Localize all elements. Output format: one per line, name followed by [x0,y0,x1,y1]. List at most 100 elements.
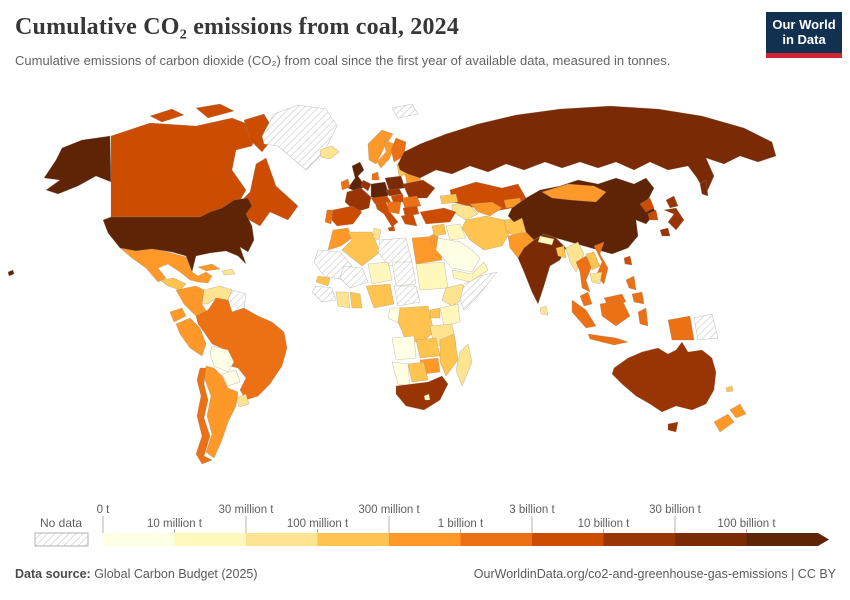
country-cuba[interactable] [197,263,221,272]
legend-bin-swatch[interactable] [103,533,175,546]
country-benelux[interactable] [360,179,372,192]
country-china[interactable] [507,177,657,255]
legend-bin-swatch[interactable] [532,533,604,546]
country-new-zealand-south[interactable] [713,413,735,433]
country-paraguay[interactable] [221,369,241,387]
country-italy-sicily[interactable] [387,225,396,232]
country-zambia[interactable] [415,337,441,359]
country-usa-alaska[interactable] [43,135,112,195]
country-poland[interactable] [384,175,406,191]
country-niger[interactable] [367,261,393,285]
country-argentina[interactable] [204,365,239,459]
country-japan-honshu[interactable] [663,207,685,231]
country-iraq[interactable] [445,223,467,241]
country-india[interactable] [517,233,567,305]
country-colombia[interactable] [175,285,209,317]
country-australia[interactable] [611,341,717,413]
country-canada-arctic[interactable] [195,103,235,119]
country-philippines[interactable] [625,275,637,291]
country-malaysia[interactable] [579,291,593,307]
country-angola[interactable] [391,335,417,361]
country-israel[interactable] [429,233,436,243]
country-usa-hawaii[interactable] [7,269,15,277]
country-cambodia[interactable] [589,271,603,285]
country-svalbard[interactable] [391,103,419,119]
country-ivory-coast[interactable] [335,291,351,309]
country-south-korea[interactable] [647,209,659,221]
country-yemen-oman[interactable] [451,261,489,283]
country-egypt[interactable] [411,235,443,265]
country-peru[interactable] [175,317,207,357]
country-greece[interactable] [400,213,418,227]
country-taiwan[interactable] [623,255,633,266]
country-mali[interactable] [339,265,369,289]
country-greenland[interactable] [261,104,338,171]
country-russia-sakhalin[interactable] [699,179,709,197]
country-japan-kyushu[interactable] [659,227,671,237]
country-iran[interactable] [461,215,511,251]
country-brazil[interactable] [195,297,288,401]
legend-bin-swatch[interactable] [317,533,390,546]
country-new-zealand-north[interactable] [729,403,747,419]
country-mongolia[interactable] [541,183,607,203]
country-denmark[interactable] [371,171,380,181]
country-algeria[interactable] [341,231,381,267]
country-turkey[interactable] [419,207,457,225]
country-nigeria[interactable] [365,283,395,309]
country-uruguay[interactable] [235,393,250,408]
owid-logo[interactable]: Our World in Data [766,12,842,58]
country-balkans[interactable] [386,201,402,215]
country-tunisia[interactable] [372,227,382,241]
country-morocco[interactable] [327,227,353,251]
legend-bin-swatch[interactable] [675,533,747,546]
country-philippines-south[interactable] [631,291,645,305]
country-sudan[interactable] [415,261,449,291]
country-north-korea[interactable] [639,197,655,213]
country-syria[interactable] [431,223,447,237]
legend-no-data-swatch[interactable] [34,532,89,547]
country-ghana[interactable] [349,291,363,309]
country-lesotho[interactable] [423,393,431,401]
country-nepal[interactable] [537,235,555,246]
country-indonesia-borneo[interactable] [599,299,631,327]
country-papua-new-guinea[interactable] [693,313,719,341]
country-uk[interactable] [347,161,366,193]
country-caucasus[interactable] [439,193,459,205]
country-saudi-arabia[interactable] [435,237,481,273]
country-chile[interactable] [195,367,213,465]
country-norway[interactable] [367,129,394,165]
country-bulgaria[interactable] [402,205,420,217]
legend-bin-swatch[interactable] [389,533,461,546]
country-hispaniola[interactable] [221,268,236,276]
country-romania[interactable] [400,195,422,209]
country-madagascar[interactable] [455,343,473,387]
country-ukraine[interactable] [402,179,436,199]
country-ecuador[interactable] [169,307,187,323]
country-australia-tasmania[interactable] [667,421,679,433]
country-south-africa[interactable] [395,375,449,411]
country-japan-hokkaido[interactable] [665,195,679,209]
country-indonesia-java[interactable] [587,333,629,346]
country-mexico[interactable] [119,247,213,284]
country-spain[interactable] [329,205,363,227]
country-ethiopia[interactable] [441,283,469,307]
attribution-link[interactable]: OurWorldinData.org/co2-and-greenhouse-ga… [473,567,836,581]
country-new-caledonia[interactable] [725,385,734,393]
legend-bin-swatch[interactable] [246,533,318,546]
country-portugal[interactable] [324,209,334,225]
country-central-america-north[interactable] [159,277,187,291]
country-russia[interactable] [397,105,777,195]
world-choropleth-map[interactable] [0,100,850,495]
country-canada-arctic[interactable] [149,108,185,123]
country-bangladesh[interactable] [555,245,567,259]
legend-bin-swatch[interactable] [174,533,247,546]
country-indonesia-sumatra[interactable] [571,299,597,329]
country-mozambique[interactable] [439,333,459,377]
legend-bin-swatch[interactable] [460,533,533,546]
country-hungary[interactable] [390,193,404,203]
country-guinea[interactable] [311,285,337,303]
country-senegal[interactable] [315,275,331,287]
country-uganda[interactable] [429,307,441,319]
legend-bin-swatch[interactable] [746,533,819,546]
country-indonesia-sulawesi[interactable] [637,307,649,327]
